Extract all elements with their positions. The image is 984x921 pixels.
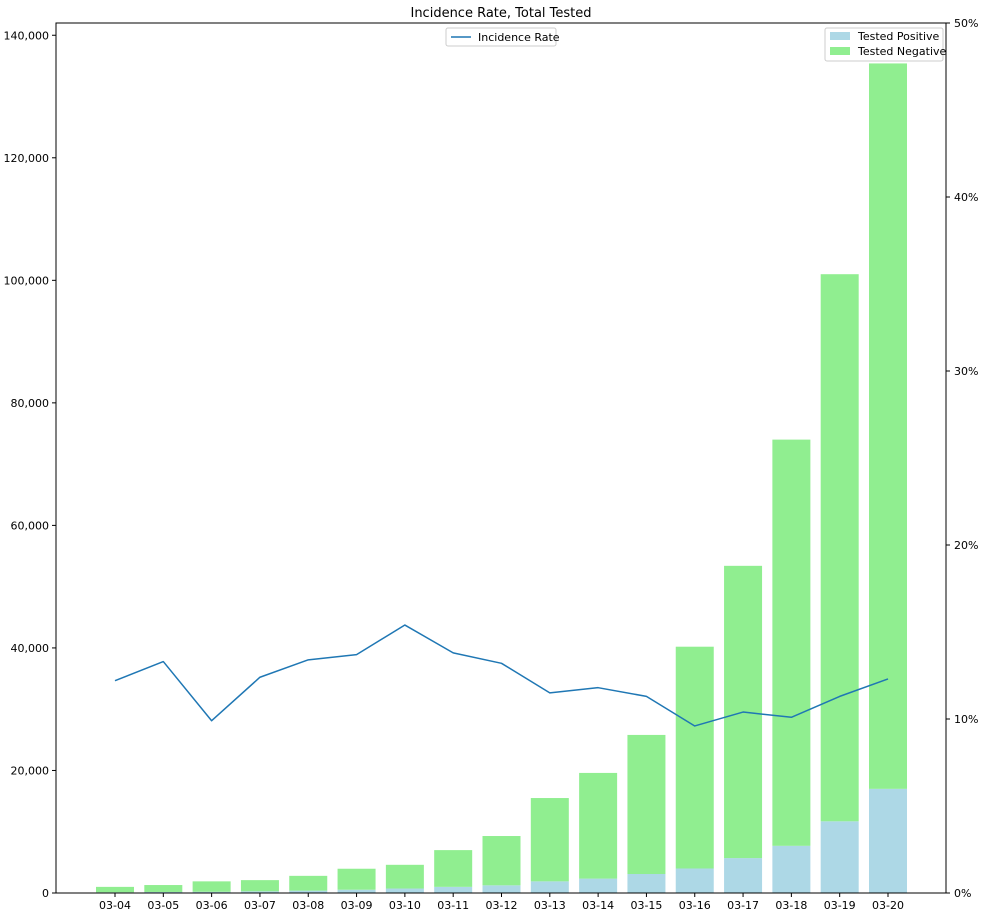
x-axis-tick-label: 03-10 (389, 899, 421, 912)
bar-tested-negative (772, 440, 810, 846)
chart-title: Incidence Rate, Total Tested (410, 6, 591, 21)
x-axis-tick-label: 03-09 (341, 899, 373, 912)
right-axis-tick-label: 40% (954, 191, 978, 204)
left-axis-tick-label: 20,000 (11, 764, 50, 777)
legend-line-series: Incidence Rate (446, 28, 560, 46)
bar-tested-positive (627, 874, 665, 893)
x-axis-tick-label: 03-12 (486, 899, 518, 912)
bar-tested-positive (772, 846, 810, 893)
bar-tested-positive (724, 858, 762, 893)
legend-bar-series: Tested Positive Tested Negative (825, 28, 947, 61)
bar-tested-negative (483, 836, 521, 885)
bar-tested-negative (627, 735, 665, 874)
bar-tested-negative (144, 885, 182, 892)
x-axis-tick-label: 03-20 (872, 899, 904, 912)
x-axis-tick-label: 03-17 (727, 899, 759, 912)
x-axis-tick-label: 03-13 (534, 899, 566, 912)
left-axis-tick-label: 0 (42, 887, 49, 900)
right-axis-tick-label: 50% (954, 17, 978, 30)
x-axis-tick-label: 03-07 (244, 899, 276, 912)
bar-tested-positive (579, 879, 617, 893)
legend-positive-label: Tested Positive (857, 30, 940, 43)
x-axis-tick-label: 03-06 (196, 899, 228, 912)
x-axis-tick-label: 03-08 (292, 899, 324, 912)
right-axis-tick-label: 30% (954, 365, 978, 378)
bar-tested-positive (676, 868, 714, 893)
bar-tested-positive (821, 821, 859, 893)
bar-tested-negative (821, 274, 859, 821)
legend-positive-swatch (830, 32, 850, 40)
bar-tested-negative (289, 876, 327, 891)
left-axis-tick-label: 140,000 (4, 29, 50, 42)
plot-frame (56, 23, 946, 893)
x-axis-tick-label: 03-05 (147, 899, 179, 912)
left-axis-tick-label: 80,000 (11, 397, 50, 410)
right-axis-tick-label: 0% (954, 887, 971, 900)
bar-tested-negative (386, 865, 424, 889)
left-axis-tick-label: 120,000 (4, 152, 50, 165)
x-axis-tick-label: 03-04 (99, 899, 131, 912)
right-axis: 0% 10% 20% 30% 40% 50% (946, 17, 978, 900)
x-axis-tick-label: 03-16 (679, 899, 711, 912)
bar-tested-negative (579, 773, 617, 879)
bar-tested-negative (676, 647, 714, 869)
bar-tested-positive (483, 885, 521, 893)
bar-tested-positive (869, 789, 907, 893)
legend-negative-label: Tested Negative (857, 45, 947, 58)
x-axis-tick-label: 03-19 (824, 899, 856, 912)
bar-tested-negative (96, 887, 134, 892)
legend-line-label: Incidence Rate (478, 31, 560, 44)
bar-tested-negative (193, 881, 231, 891)
incidence-line-group (115, 625, 888, 726)
bar-tested-negative (338, 869, 376, 890)
incidence-rate-line (115, 625, 888, 726)
bar-tested-negative (434, 850, 472, 887)
x-axis-tick-label: 03-14 (582, 899, 614, 912)
right-axis-tick-label: 20% (954, 539, 978, 552)
bar-tested-negative (241, 880, 279, 891)
x-axis: 03-04 03-05 03-06 03-07 03-08 03-09 03-10 03-11… (99, 893, 904, 912)
left-axis: 0 20,000 40,000 60,000 80,000 100,000 120,000 1… (4, 29, 57, 900)
bar-tested-positive (531, 881, 569, 893)
x-axis-tick-label: 03-11 (437, 899, 469, 912)
bar-tested-positive (386, 889, 424, 893)
right-axis-tick-label: 10% (954, 713, 978, 726)
bar-tested-negative (869, 63, 907, 788)
bars-group (96, 63, 907, 893)
legend-negative-swatch (830, 47, 850, 55)
bar-tested-positive (434, 887, 472, 893)
left-axis-tick-label: 60,000 (11, 519, 50, 532)
bar-tested-negative (531, 798, 569, 881)
left-axis-tick-label: 40,000 (11, 642, 50, 655)
left-axis-tick-label: 100,000 (4, 274, 50, 287)
x-axis-tick-label: 03-18 (775, 899, 807, 912)
x-axis-tick-label: 03-15 (630, 899, 662, 912)
